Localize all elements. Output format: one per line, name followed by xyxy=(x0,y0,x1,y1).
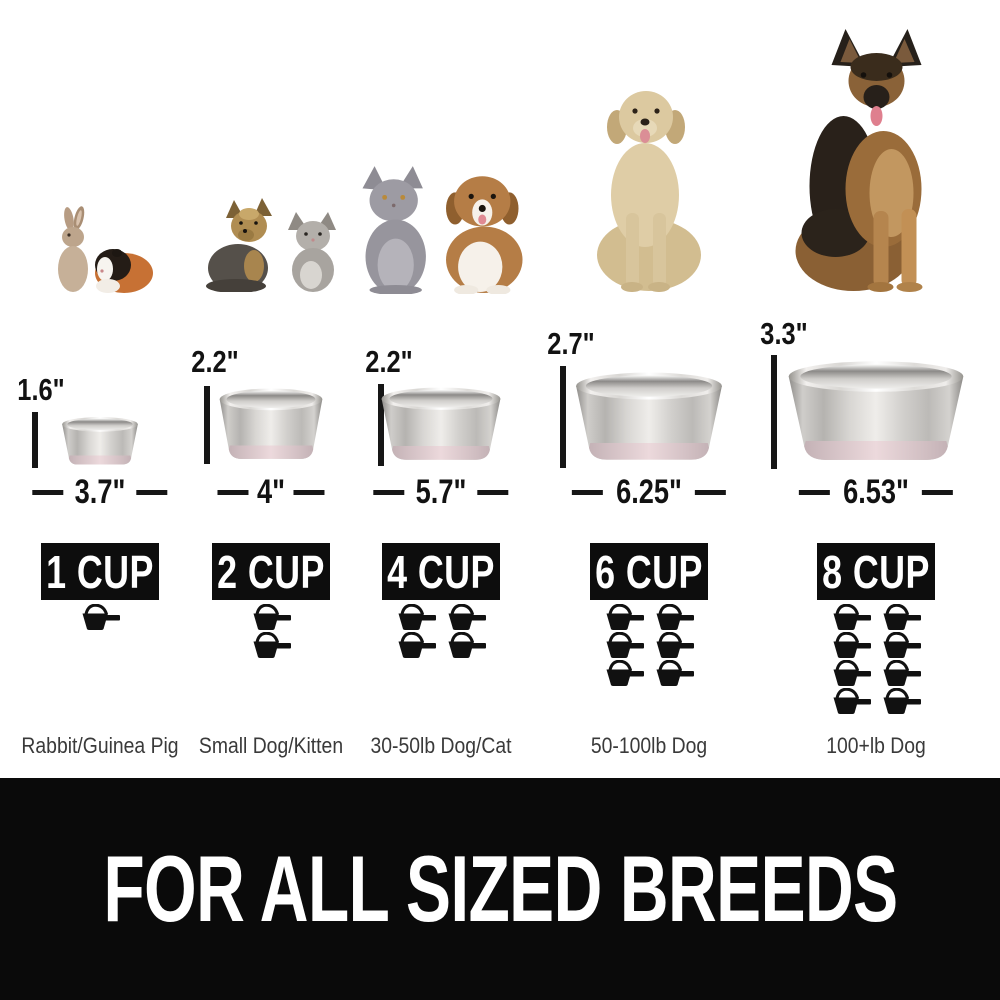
measure-dash xyxy=(798,490,830,495)
bowl-height-measurement: 2.7" xyxy=(547,326,595,361)
bowl-image xyxy=(214,384,328,464)
scoop-icons xyxy=(251,604,291,658)
rabbit-and-guinea-pig-photo xyxy=(44,205,156,293)
cup-capacity-badge: 2 CUP xyxy=(212,543,330,600)
measuring-scoop-icon xyxy=(253,604,291,630)
measuring-scoop-icon xyxy=(398,632,436,658)
measuring-scoop-icon xyxy=(833,688,871,714)
measuring-scoop-icon xyxy=(448,604,486,630)
size-column-2-cup: 2.2" 4" 2 CUP Small Dog/Kitten xyxy=(171,0,371,778)
bowl-image xyxy=(568,367,730,466)
measure-dash xyxy=(136,490,168,495)
german-shepherd-photo xyxy=(783,21,969,293)
width-measure: 6.25" xyxy=(571,473,727,512)
animal-size-label: Rabbit/Guinea Pig xyxy=(21,733,179,758)
measuring-scoop-icon xyxy=(253,632,291,658)
measuring-scoop-icon xyxy=(656,660,694,686)
banner-title: FOR ALL SIZED BREEDS xyxy=(102,836,898,941)
size-column-8-cup: 3.3" 6.53" 8 CUP 100+lb Dog xyxy=(760,0,986,778)
measuring-scoop-icon xyxy=(606,660,644,686)
measuring-scoop-icon xyxy=(833,604,871,630)
cup-capacity-badge: 8 CUP xyxy=(817,543,935,600)
gray-cat-and-puppy-photo xyxy=(350,138,532,294)
measuring-scoop-icon xyxy=(606,632,644,658)
width-measure: 5.7" xyxy=(373,473,509,512)
bowl-image xyxy=(375,383,507,465)
measuring-scoop-icon xyxy=(883,632,921,658)
width-measure: 4" xyxy=(217,473,325,512)
measuring-scoop-icon xyxy=(833,660,871,686)
cup-capacity-badge: 1 CUP xyxy=(41,543,159,600)
bowl-height-measurement: 2.2" xyxy=(365,344,413,379)
measure-dash xyxy=(922,490,954,495)
size-column-6-cup: 2.7" 6.25" 6 CUP 50-100lb Dog xyxy=(539,0,759,778)
measuring-scoop-icon xyxy=(883,660,921,686)
height-measure-line xyxy=(204,386,210,464)
measure-dash xyxy=(571,490,603,495)
cup-capacity-badge: 4 CUP xyxy=(382,543,500,600)
measuring-scoop-icon xyxy=(82,604,120,630)
scoop-icons xyxy=(396,604,486,658)
scoop-icons xyxy=(831,604,921,714)
measure-dash xyxy=(695,490,727,495)
animal-size-label: 100+lb Dog xyxy=(826,733,926,758)
bowl-height-measurement: 1.6" xyxy=(17,372,65,407)
height-measure-line xyxy=(378,384,384,466)
bowl-width-measurement: 4" xyxy=(256,473,286,511)
measuring-scoop-icon xyxy=(833,632,871,658)
measure-dash xyxy=(32,490,64,495)
bowl-image xyxy=(58,414,142,468)
measuring-scoop-icon xyxy=(656,604,694,630)
bowl-height-measurement: 3.3" xyxy=(760,316,808,351)
scoop-icons xyxy=(80,604,120,630)
width-measure: 3.7" xyxy=(32,473,168,512)
measure-dash xyxy=(217,490,249,495)
animal-size-label: 50-100lb Dog xyxy=(590,733,708,758)
size-column-1-cup: 1.6" 3.7" 1 CUP Rabbit/Guinea Pig xyxy=(0,0,200,778)
measuring-scoop-icon xyxy=(448,632,486,658)
measure-dash xyxy=(293,490,325,495)
scoop-icons xyxy=(604,604,694,686)
height-measure-line xyxy=(771,355,777,469)
animal-size-label: 30-50lb Dog/Cat xyxy=(370,733,512,758)
cup-capacity-badge: 6 CUP xyxy=(590,543,708,600)
measuring-scoop-icon xyxy=(398,604,436,630)
golden-retriever-photo xyxy=(578,73,720,293)
height-measure-line xyxy=(32,412,38,468)
bowl-width-measurement: 3.7" xyxy=(74,473,126,511)
measuring-scoop-icon xyxy=(883,688,921,714)
height-measure-line xyxy=(560,366,566,468)
bowl-image xyxy=(779,355,973,467)
measuring-scoop-icon xyxy=(656,632,694,658)
width-measure: 6.53" xyxy=(798,473,954,512)
bowl-width-measurement: 6.53" xyxy=(843,473,909,511)
bottom-banner: FOR ALL SIZED BREEDS xyxy=(0,778,1000,1000)
animal-size-label: Small Dog/Kitten xyxy=(198,733,344,758)
measuring-scoop-icon xyxy=(883,604,921,630)
bowl-width-measurement: 6.25" xyxy=(616,473,682,511)
size-column-4-cup: 2.2" 5.7" 4 CUP 30-50lb Dog/Cat xyxy=(331,0,551,778)
bowl-height-measurement: 2.2" xyxy=(191,344,239,379)
small-dog-and-kitten-photo xyxy=(196,194,346,292)
measure-dash xyxy=(373,490,405,495)
measuring-scoop-icon xyxy=(606,604,644,630)
bowl-width-measurement: 5.7" xyxy=(415,473,467,511)
measure-dash xyxy=(477,490,509,495)
